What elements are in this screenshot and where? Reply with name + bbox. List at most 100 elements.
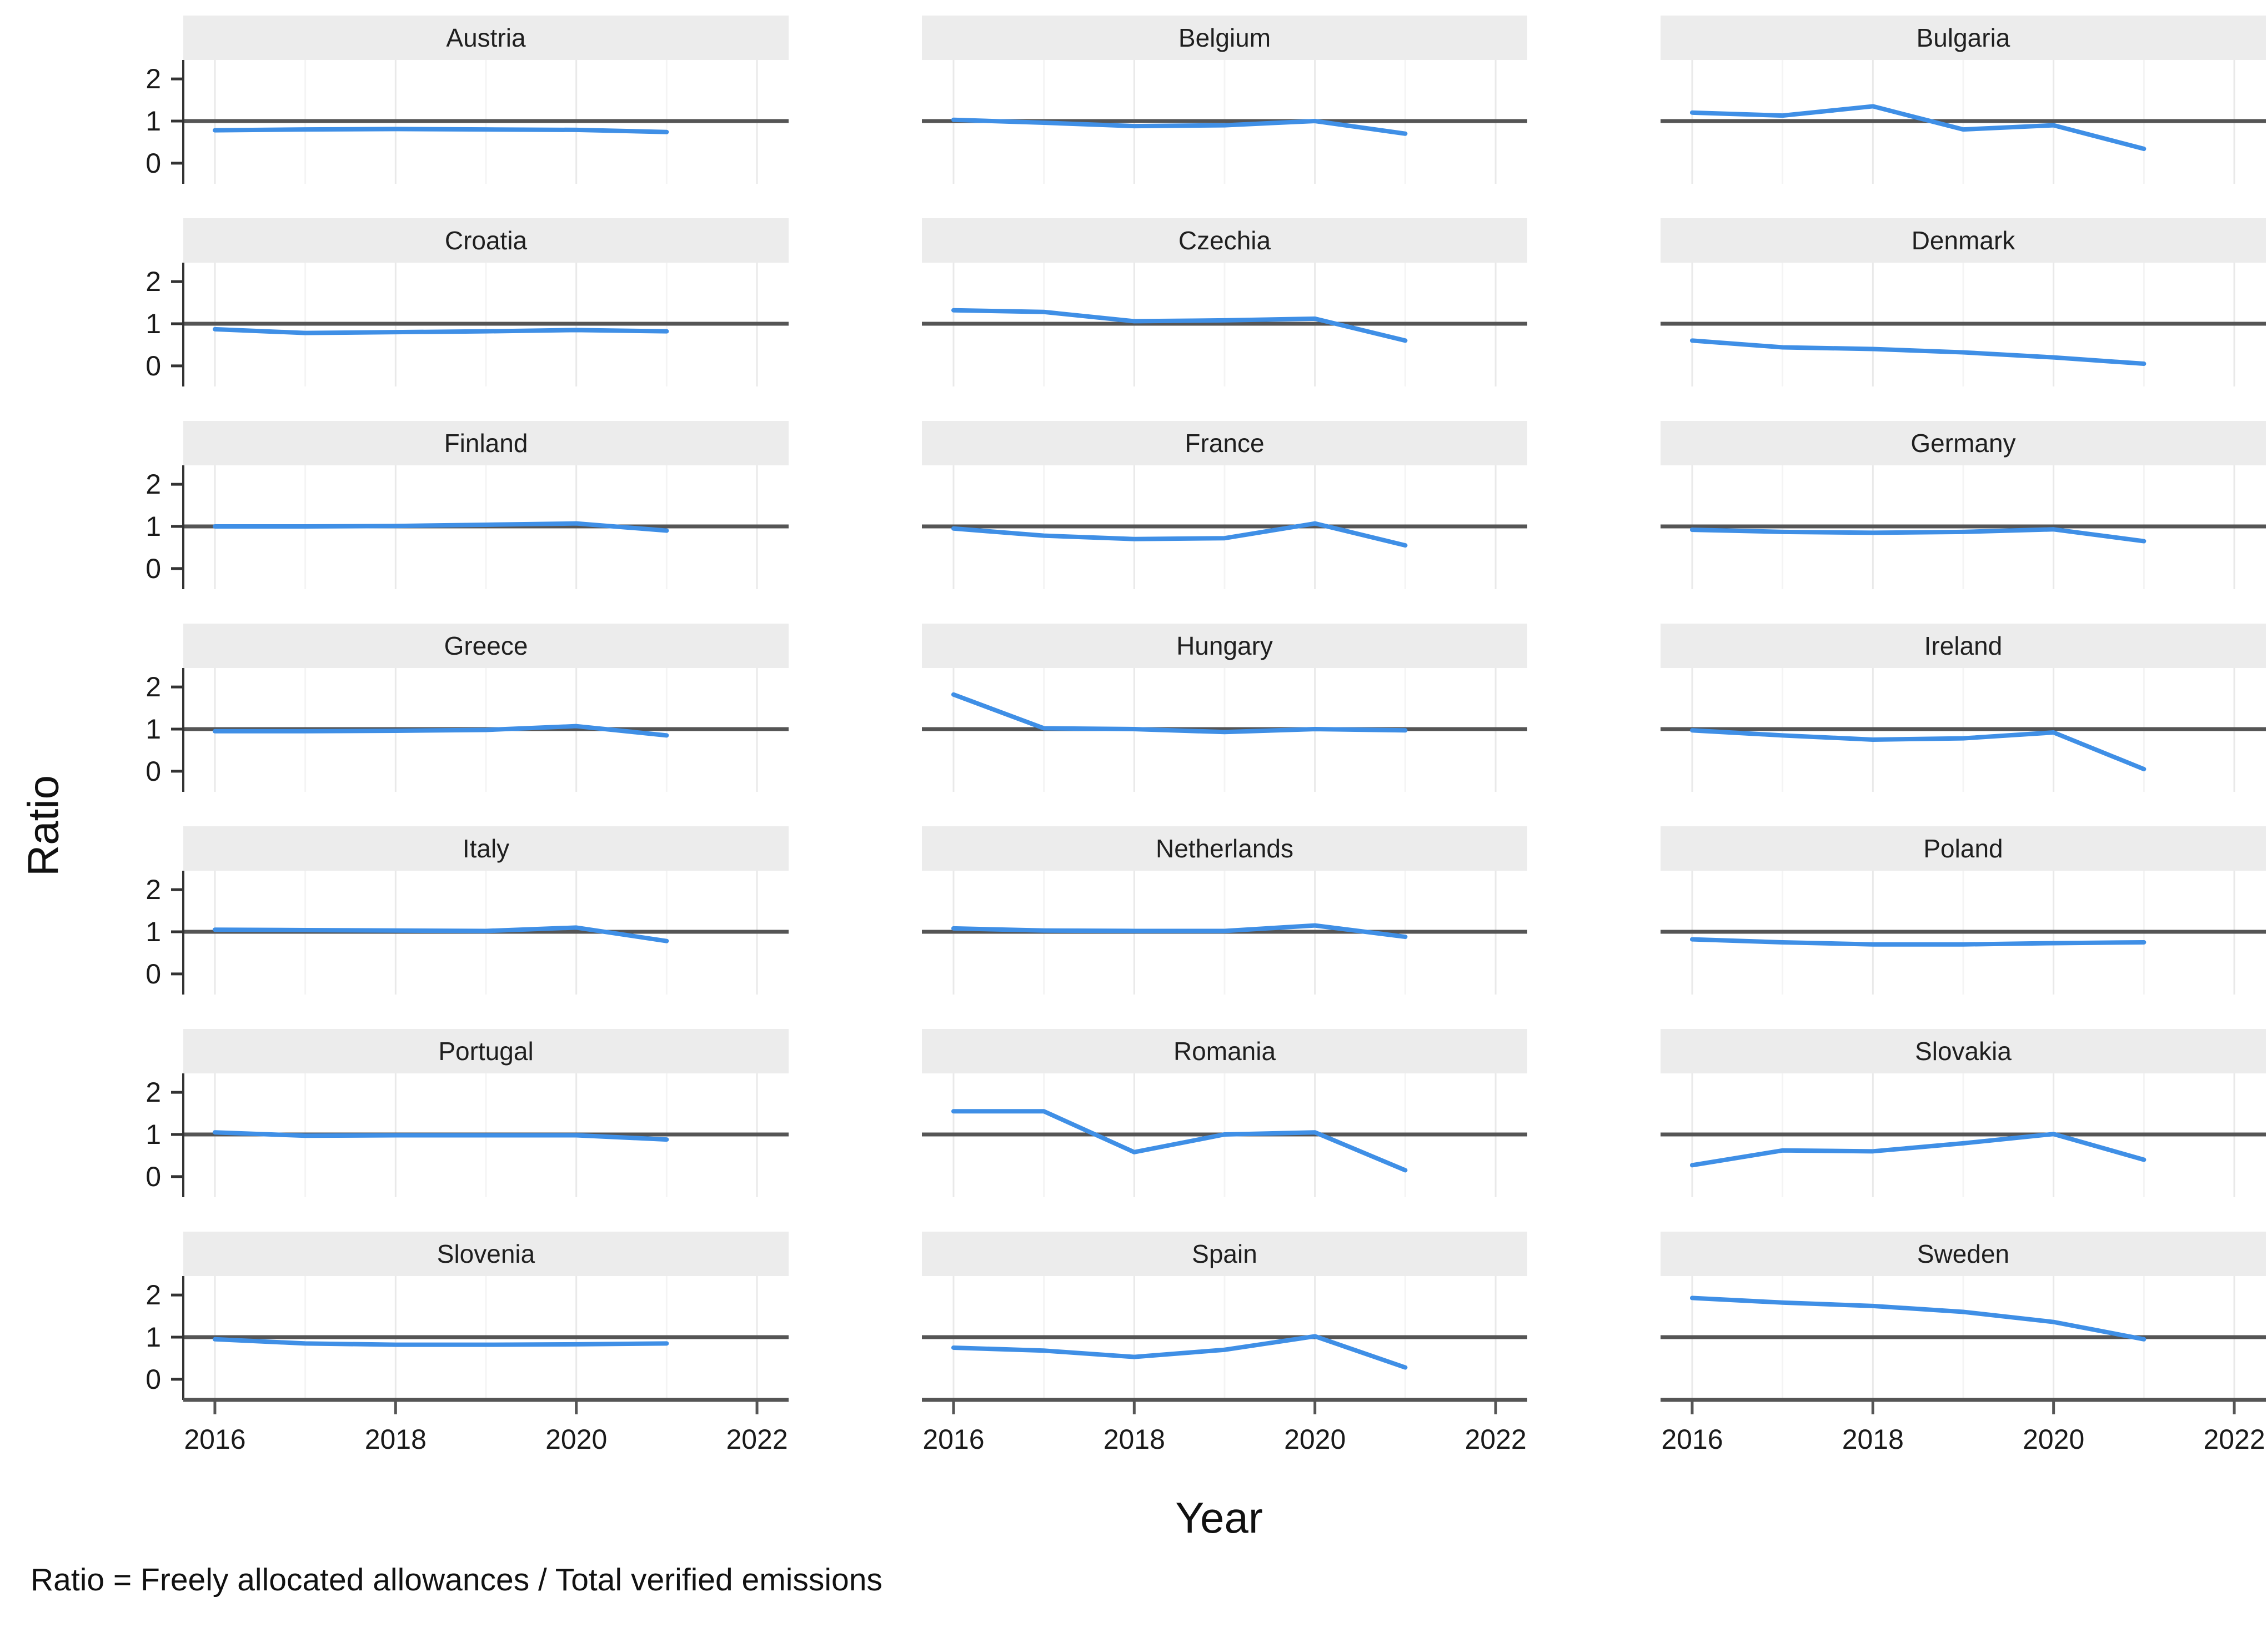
facet-title: Belgium [1178, 23, 1271, 52]
data-line [951, 923, 1408, 940]
data-line [951, 692, 1408, 735]
facet-title: Greece [444, 631, 528, 660]
facet-plot: 0 1 2 [146, 60, 789, 184]
facet-bulgaria: Bulgaria [1661, 16, 2266, 184]
facet-panel [922, 263, 1527, 386]
facet-ireland: Ireland [1661, 624, 2266, 792]
y-axis-tick-label: 1 [146, 1322, 161, 1353]
facet-title: Poland [1923, 834, 2003, 863]
facet-czechia: Czechia [922, 218, 1527, 386]
facet-title: Sweden [1917, 1239, 2010, 1268]
x-axis-tick-label: 2018 [1842, 1424, 1904, 1455]
facet-spain: Spain 2016 2018 2020 2022 [922, 1232, 1527, 1455]
facet-germany: Germany [1661, 421, 2266, 589]
data-line [1689, 1132, 2146, 1168]
facet-plot: 0 1 2 [146, 1073, 789, 1197]
facet-panel: 2016 2018 2020 2022 [922, 1276, 1527, 1455]
data-line [212, 521, 669, 533]
y-axis-tick-label: 0 [146, 148, 161, 179]
facet-strip: Ireland [1661, 624, 2266, 668]
facet-croatia: Croatia 0 1 2 [146, 218, 789, 386]
y-axis-tick-label: 0 [146, 1364, 161, 1395]
facet-plot [1661, 668, 2266, 792]
facet-plot [922, 871, 1527, 995]
facet-panel: 0 1 2 [146, 1073, 789, 1197]
facet-plot: 0 1 2 [146, 263, 789, 386]
facet-title: Hungary [1176, 631, 1273, 660]
facet-netherlands: Netherlands [922, 826, 1527, 995]
facet-plot [922, 1073, 1527, 1197]
facet-italy: Italy 0 1 2 [146, 826, 789, 995]
y-axis-tick-label: 2 [146, 63, 161, 94]
x-axis-tick-label: 2022 [1464, 1424, 1526, 1455]
x-axis-tick-label: 2020 [1284, 1424, 1346, 1455]
x-axis-tick-label: 2016 [1661, 1424, 1723, 1455]
x-axis-tick-label: 2020 [545, 1424, 607, 1455]
facet-title: Czechia [1178, 226, 1271, 255]
data-line [951, 308, 1408, 343]
data-line [212, 1337, 669, 1347]
facet-strip: Sweden [1661, 1232, 2266, 1276]
data-line [1689, 338, 2146, 366]
facet-strip: Greece [183, 624, 789, 668]
facet-panel [1661, 668, 2266, 792]
facet-france: France [922, 421, 1527, 589]
y-axis-tick-label: 1 [146, 714, 161, 745]
facet-plot: 0 1 2 [146, 465, 789, 589]
facet-strip: Hungary [922, 624, 1527, 668]
facet-panel: 0 1 2 [146, 465, 789, 589]
facet-belgium: Belgium [922, 16, 1527, 184]
facet-plot [1661, 60, 2266, 184]
facet-panel [922, 1073, 1527, 1197]
facet-panel: 0 1 2 2016 2018 2020 2022 [146, 1276, 789, 1455]
data-line [212, 724, 669, 738]
facet-title: Italy [462, 834, 510, 863]
x-axis-tick-label: 2020 [2023, 1424, 2084, 1455]
facet-plot: 0 1 2 [146, 668, 789, 792]
facet-sweden: Sweden 2016 2018 2020 2022 [1661, 1232, 2266, 1455]
facet-plot: 0 1 2 [146, 871, 789, 995]
facet-panel [922, 871, 1527, 995]
data-line [1689, 527, 2146, 544]
facet-title: Ireland [1924, 631, 2003, 660]
facet-portugal: Portugal 0 1 2 [146, 1029, 789, 1197]
y-axis-tick-label: 2 [146, 1077, 161, 1108]
data-line [1689, 937, 2146, 947]
facet-plot [1661, 1073, 2266, 1197]
facet-title: Denmark [1911, 226, 2015, 255]
y-axis-tick-label: 0 [146, 1161, 161, 1192]
data-line [212, 127, 669, 134]
figure-caption: Ratio = Freely allocated allowances / To… [31, 1562, 882, 1598]
facet-plot: 0 1 2 2016 2018 2020 2022 [146, 1276, 789, 1455]
facet-plot: 2016 2018 2020 2022 [922, 1276, 1527, 1455]
facet-strip: Romania [922, 1029, 1527, 1073]
facet-plot [922, 668, 1527, 792]
facet-panel: 0 1 2 [146, 263, 789, 386]
facet-title: Romania [1173, 1037, 1276, 1066]
y-axis-tick-label: 2 [146, 1279, 161, 1310]
x-axis-tick-label: 2016 [184, 1424, 245, 1455]
data-line [951, 521, 1408, 548]
facet-title: France [1185, 429, 1265, 458]
facet-strip: Czechia [922, 218, 1527, 263]
facet-panel [922, 668, 1527, 792]
y-axis-tick-label: 1 [146, 511, 161, 542]
facet-title: Finland [444, 429, 528, 458]
facet-panel: 0 1 2 [146, 871, 789, 995]
facet-greece: Greece 0 1 2 [146, 624, 789, 792]
y-axis-tick-label: 0 [146, 553, 161, 584]
data-line [951, 1334, 1408, 1370]
facet-plot [1661, 871, 2266, 995]
facet-title: Portugal [438, 1037, 534, 1066]
facet-title: Bulgaria [1916, 23, 2010, 52]
x-axis-tick-label: 2022 [2203, 1424, 2265, 1455]
y-axis-tick-label: 1 [146, 1119, 161, 1150]
facet-slovakia: Slovakia [1661, 1029, 2266, 1197]
facet-panel [1661, 1073, 2266, 1197]
facet-strip: Croatia [183, 218, 789, 263]
facet-title: Austria [446, 23, 526, 52]
facet-denmark: Denmark [1661, 218, 2266, 386]
data-line [212, 327, 669, 335]
facet-title: Netherlands [1155, 834, 1294, 863]
y-axis-tick-label: 1 [146, 916, 161, 947]
